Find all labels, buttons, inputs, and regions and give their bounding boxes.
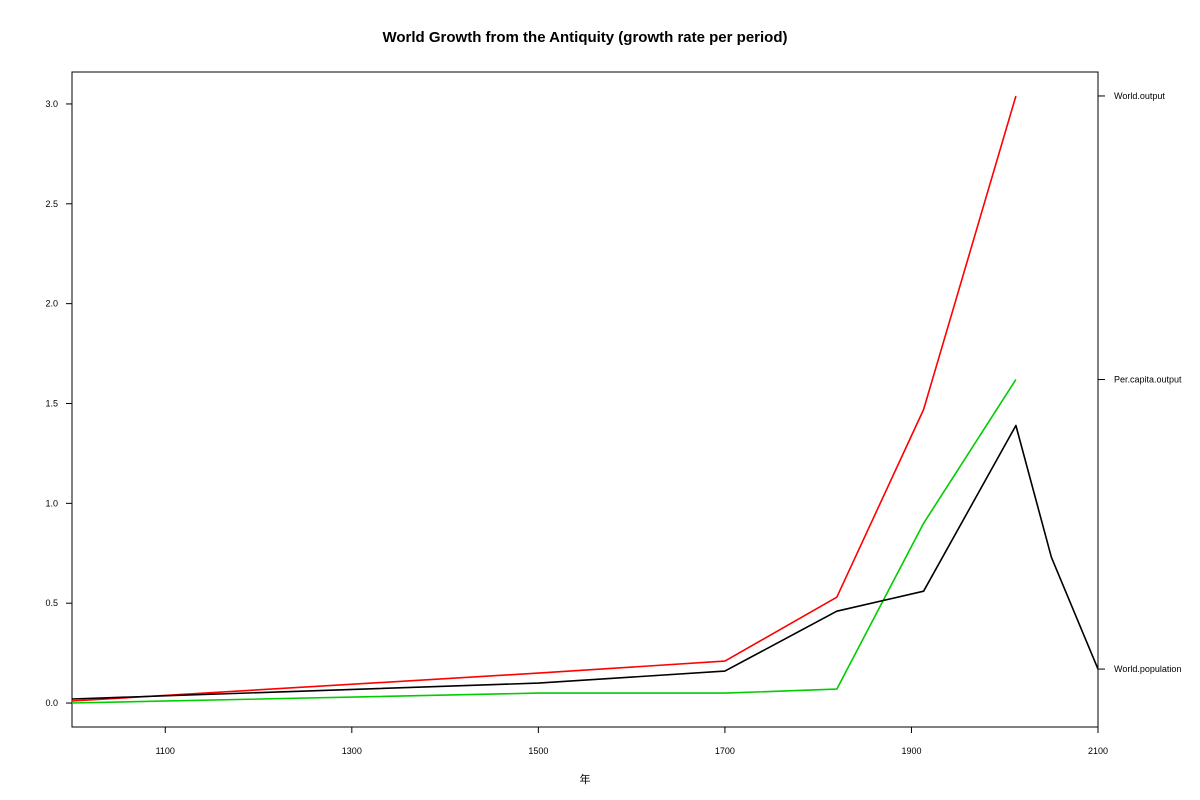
x-tick-label: 1100 [156,746,175,756]
y-tick-label: 3.0 [45,99,58,109]
series-label: Per.capita.output [1114,375,1182,385]
y-tick-label: 2.5 [45,199,58,209]
series-label-axis: World.output Per.capita.output World.popul… [1098,91,1182,674]
x-tick-label: 1300 [342,746,362,756]
x-tick-label: 1900 [901,746,921,756]
x-axis: 1100 1300 1500 1700 1900 2100 [156,727,1108,756]
series-line-world-population [71,424,1099,700]
x-axis-title: 年 [580,772,591,786]
y-tick-label: 1.5 [45,398,58,408]
series-label: World.population [1114,664,1181,674]
plot-frame [71,71,1099,728]
x-tick-label: 1500 [528,746,548,756]
chart-title: World Growth from the Antiquity (growth … [383,29,788,46]
series-line-world-output [71,95,1017,702]
y-tick-label: 1.0 [45,498,58,508]
y-tick-label: 0.0 [45,698,58,708]
x-tick-label: 2100 [1088,746,1108,756]
series-line-per-capita-output [71,379,1017,704]
series-lines [71,95,1099,704]
y-tick-label: 2.0 [45,299,58,309]
y-tick-label: 0.5 [45,598,58,608]
y-axis: 0.0 0.5 1.0 1.5 2.0 2.5 3.0 [45,99,72,708]
series-label: World.output [1114,91,1165,101]
x-tick-label: 1700 [715,746,735,756]
